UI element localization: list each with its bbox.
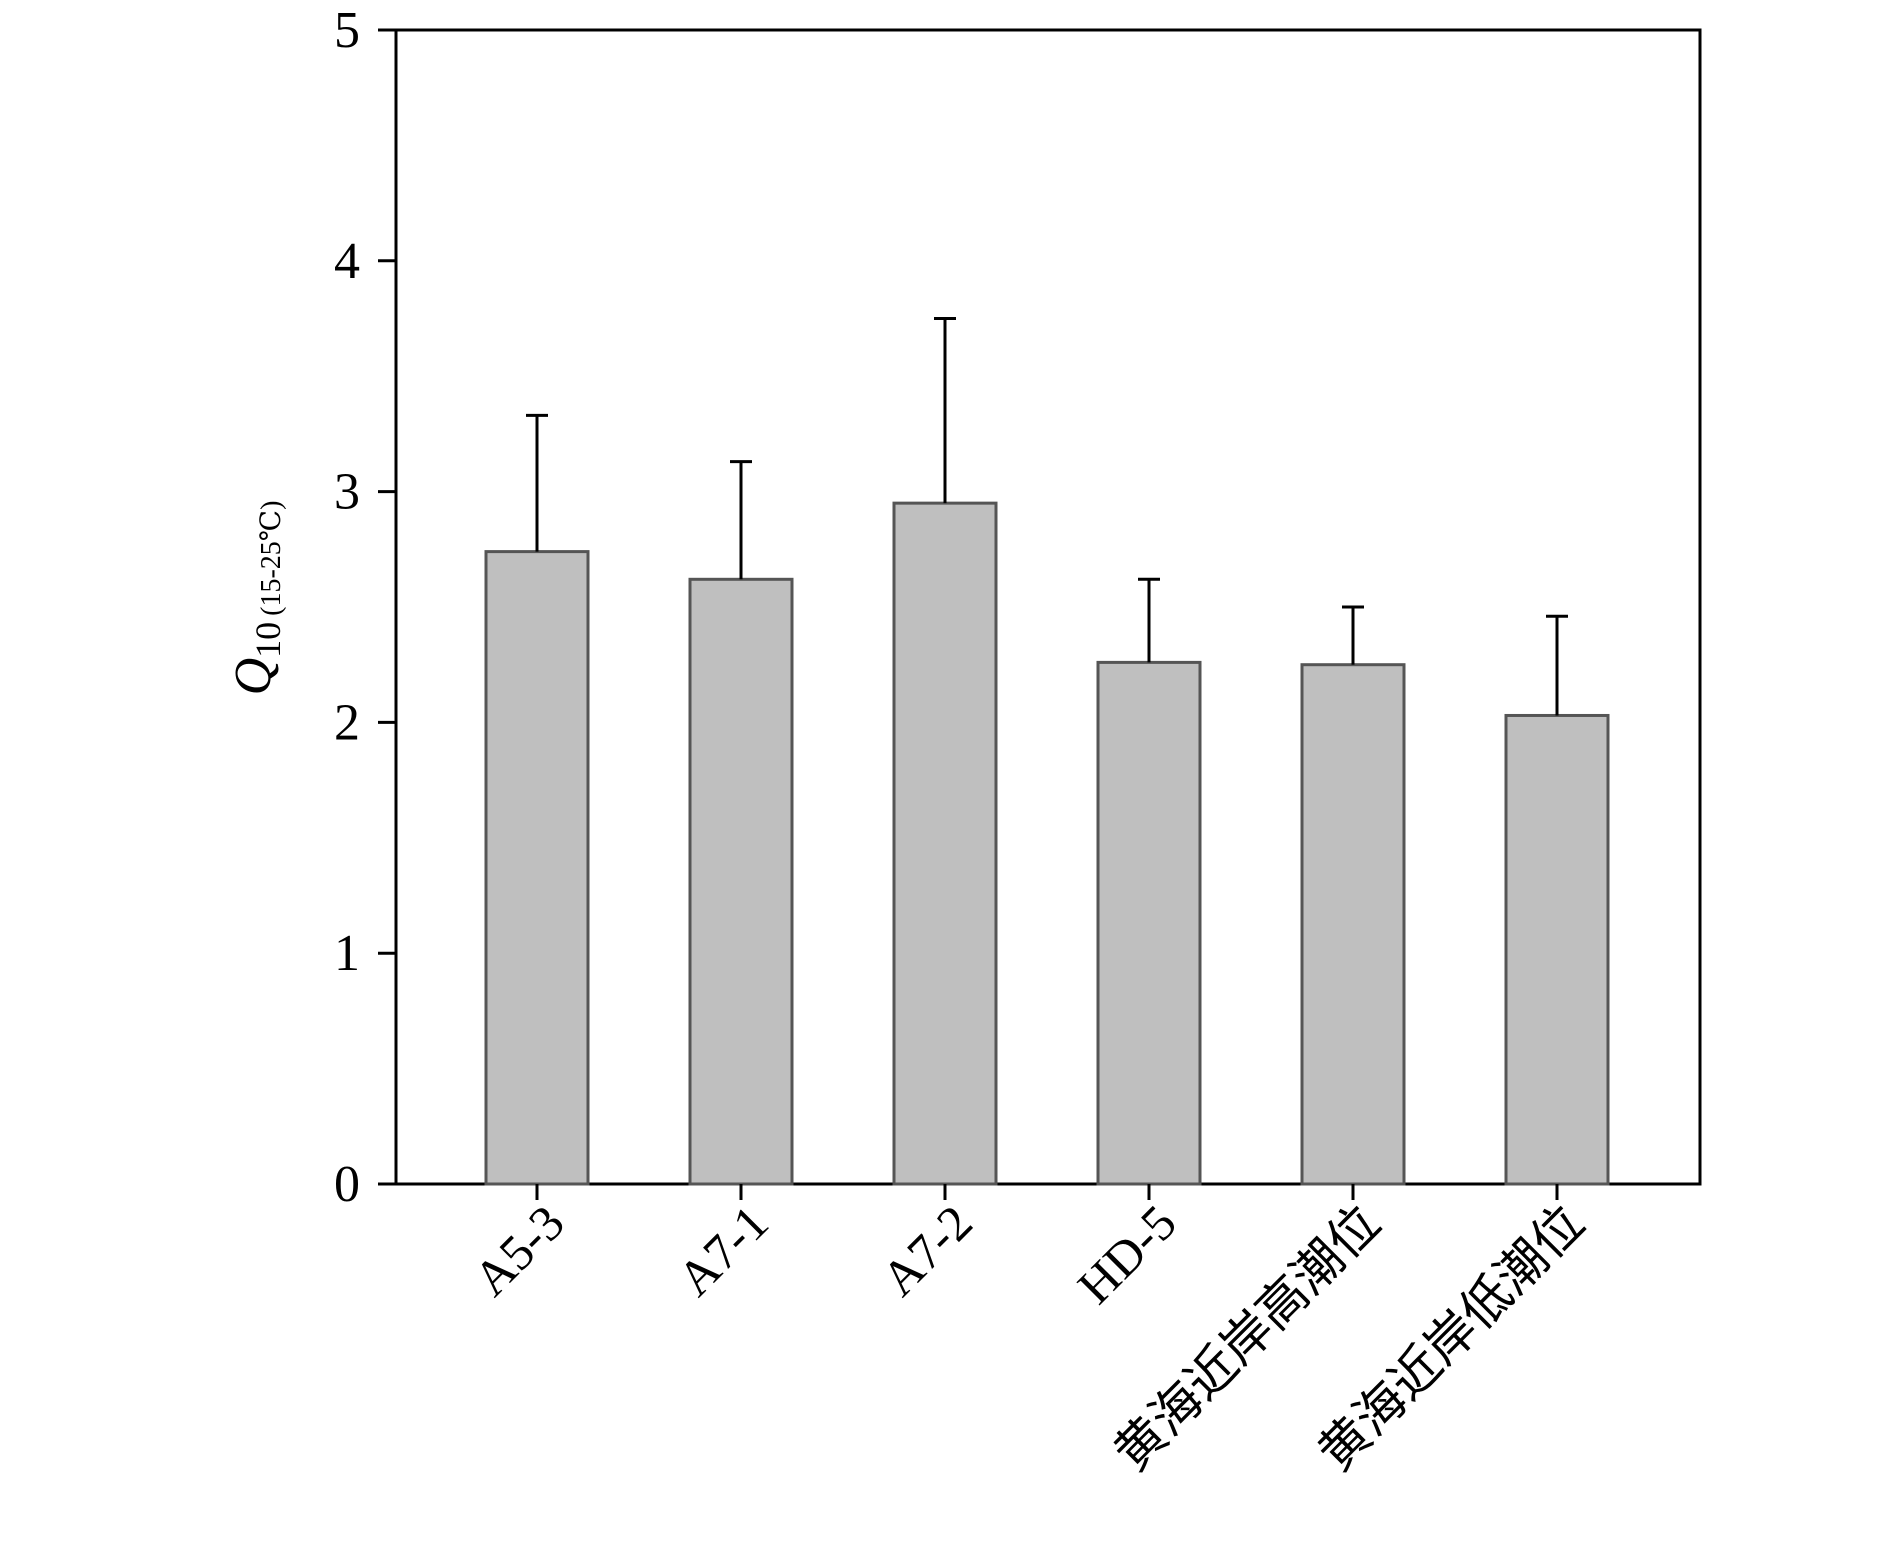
bars-group [484, 501, 1610, 1186]
bar-2 [892, 501, 998, 1186]
y-tick-label-1: 1 [334, 925, 360, 982]
bar-1 [688, 577, 794, 1186]
x-tick-label-1: A7-1 [667, 1194, 779, 1306]
y-axis-label-sub: 10 [248, 622, 288, 658]
y-axis: 0 1 2 3 4 5 [334, 2, 396, 1213]
bar-3 [1096, 660, 1202, 1186]
error-bars-group [526, 317, 1568, 716]
y-axis-label-main: Q [225, 658, 282, 696]
x-tick-label-0: A5-3 [463, 1194, 575, 1306]
bar-0 [484, 550, 590, 1186]
plot-frame [394, 28, 1702, 1186]
bar-4 [1300, 663, 1406, 1186]
y-tick-label-4: 4 [334, 233, 360, 290]
plot-area-border [394, 28, 1702, 1186]
svg-text:Q10(15-25℃): Q10 (15-25℃) [225, 501, 288, 696]
x-tick-label-3: HD-5 [1067, 1194, 1187, 1314]
y-axis-label-range: (15-25℃) [256, 501, 287, 616]
y-tick-label-0: 0 [334, 1156, 360, 1213]
y-tick-label-5: 5 [334, 2, 360, 59]
y-tick-label-3: 3 [334, 464, 360, 521]
bar-5 [1504, 713, 1610, 1186]
y-tick-label-2: 2 [334, 694, 360, 751]
y-axis-label: Q10 (15-25℃) [225, 501, 288, 696]
x-tick-label-2: A7-2 [871, 1194, 983, 1306]
